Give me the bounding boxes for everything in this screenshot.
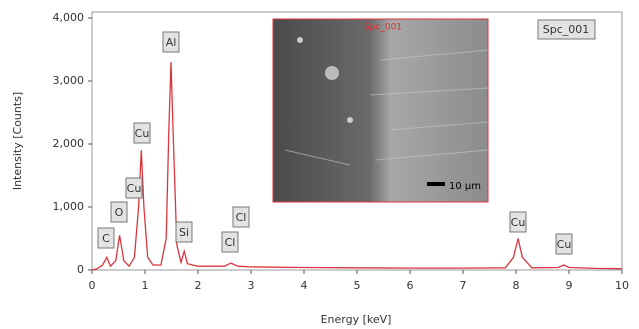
- peak-label: Cu: [510, 212, 526, 232]
- x-tick-label: 0: [89, 279, 96, 292]
- inset-title: Spc_001: [364, 23, 402, 33]
- peak-label: O: [111, 202, 127, 222]
- x-tick-label: 2: [195, 279, 202, 292]
- peak-label-text: Cu: [511, 216, 526, 229]
- chart: Energy [keV] Intensity [Counts] Spc_001 …: [0, 0, 639, 329]
- peak-label-text: Cl: [225, 236, 236, 249]
- x-tick-label: 9: [566, 279, 573, 292]
- peak-label-text: Cu: [135, 127, 150, 140]
- legend-label: Spc_001: [543, 23, 590, 36]
- x-tick-label: 6: [407, 279, 414, 292]
- x-tick-label: 8: [513, 279, 520, 292]
- peak-label: Cu: [556, 234, 572, 254]
- x-tick-label: 1: [142, 279, 149, 292]
- peak-label-text: Cl: [236, 211, 247, 224]
- peak-label-text: Al: [166, 36, 177, 49]
- peak-label-text: Si: [179, 226, 189, 239]
- inset-image: Spc_001 10 µm: [273, 19, 488, 202]
- x-tick-label: 10: [615, 279, 629, 292]
- peak-label: C: [98, 228, 114, 248]
- x-axis-title: Energy [keV]: [321, 313, 392, 326]
- y-tick-label: 1,000: [53, 200, 85, 213]
- legend: Spc_001: [538, 20, 595, 39]
- peak-label-text: O: [115, 206, 124, 219]
- y-axis-title: Intensity [Counts]: [11, 92, 24, 190]
- x-tick-label: 3: [248, 279, 255, 292]
- x-tick-label: 7: [460, 279, 467, 292]
- scale-bar-label: 10 µm: [449, 181, 481, 192]
- peak-label: Cu: [126, 178, 142, 198]
- peak-label-text: C: [102, 232, 110, 245]
- peak-label: Si: [176, 222, 192, 242]
- peak-label-text: Cu: [557, 238, 572, 251]
- peak-label: Cl: [222, 232, 238, 252]
- peak-label: Cl: [233, 207, 249, 227]
- x-tick-label: 4: [301, 279, 308, 292]
- y-tick-label: 2,000: [53, 137, 85, 150]
- peak-label: Cu: [134, 123, 150, 143]
- y-tick-label: 3,000: [53, 74, 85, 87]
- y-tick-label: 0: [77, 263, 84, 276]
- y-tick-label: 4,000: [53, 11, 85, 24]
- peak-label-text: Cu: [127, 182, 142, 195]
- x-tick-label: 5: [354, 279, 361, 292]
- peak-label: Al: [163, 32, 179, 52]
